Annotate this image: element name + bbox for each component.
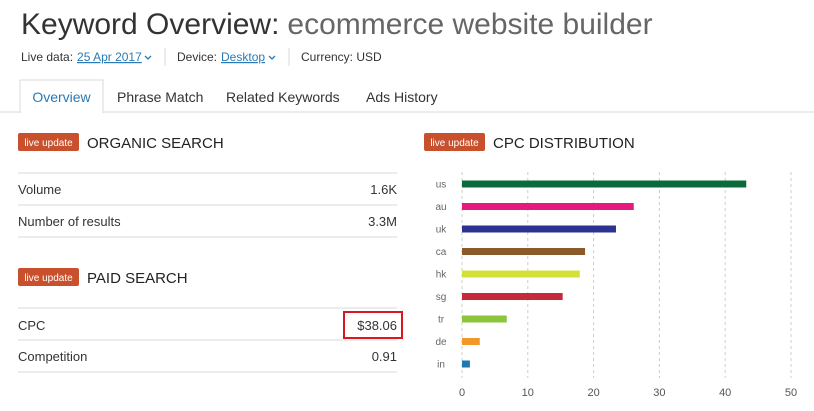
meta-device: Device: Desktop <box>177 50 265 64</box>
x-tick-label: 10 <box>522 387 534 399</box>
chevron <box>268 55 276 60</box>
row-label: Volume <box>18 182 61 197</box>
x-tick-label: 0 <box>459 387 465 399</box>
row-label: CPC <box>18 318 45 333</box>
bar <box>462 225 616 233</box>
bar <box>462 315 507 323</box>
title-keyword: ecommerce website builder <box>287 8 652 41</box>
meta-live: Live data: 25 Apr 2017 <box>21 50 142 64</box>
badge <box>18 268 79 286</box>
bar <box>462 270 580 278</box>
bar <box>462 360 470 368</box>
section-title: ORGANIC SEARCH <box>87 135 224 152</box>
tab[interactable]: Overview <box>32 89 91 105</box>
live-label: Live data: <box>21 50 73 64</box>
bar <box>462 203 634 210</box>
device-label: Device: <box>177 50 217 64</box>
x-tick-label: 40 <box>719 387 731 399</box>
y-tick-label: uk <box>436 225 448 236</box>
highlight-box <box>343 311 403 339</box>
page-title: Keyword Overview: ecommerce website build… <box>21 8 653 41</box>
bar <box>462 180 747 188</box>
section-title: PAID SEARCH <box>87 270 188 287</box>
row-label: Competition <box>18 349 87 364</box>
x-tick-label: 20 <box>587 387 599 399</box>
live-date[interactable]: 25 Apr 2017 <box>77 50 142 64</box>
x-tick-label: 30 <box>653 387 665 399</box>
active-tab[interactable] <box>19 79 104 113</box>
y-tick-label: sg <box>436 292 447 303</box>
chevron <box>144 55 152 60</box>
y-tick-label: tr <box>438 315 445 326</box>
chart-title: CPC DISTRIBUTION <box>493 135 635 152</box>
y-tick-label: de <box>435 337 447 348</box>
tab[interactable]: Related Keywords <box>226 89 340 105</box>
row-value: 0.91 <box>372 349 397 364</box>
badge <box>424 133 485 151</box>
y-tick-label: ca <box>436 247 447 258</box>
y-tick-label: us <box>436 180 447 191</box>
y-tick-label: hk <box>436 270 448 281</box>
badge-text: live update <box>430 138 479 149</box>
badge <box>18 133 79 151</box>
bar <box>462 293 563 300</box>
row-value: 3.3M <box>368 214 397 229</box>
currency: Currency: USD <box>301 50 382 64</box>
bar <box>462 338 480 345</box>
device-value[interactable]: Desktop <box>221 50 265 64</box>
x-tick-label: 50 <box>785 387 797 399</box>
row-value: $38.06 <box>357 318 397 333</box>
badge-text: live update <box>24 273 73 284</box>
row-value: 1.6K <box>370 182 397 197</box>
badge-text: live update <box>24 138 73 149</box>
tab[interactable]: Phrase Match <box>117 89 203 105</box>
cpc-chart: 0 10 20 30 40 50 us au uk ca hk sg tr de in <box>435 172 797 399</box>
tab[interactable]: Ads History <box>366 89 438 105</box>
bar <box>462 248 586 255</box>
y-tick-label: au <box>435 202 446 213</box>
title-label: Keyword Overview: <box>21 8 279 41</box>
row-label: Number of results <box>18 214 121 229</box>
y-tick-label: in <box>437 360 445 371</box>
